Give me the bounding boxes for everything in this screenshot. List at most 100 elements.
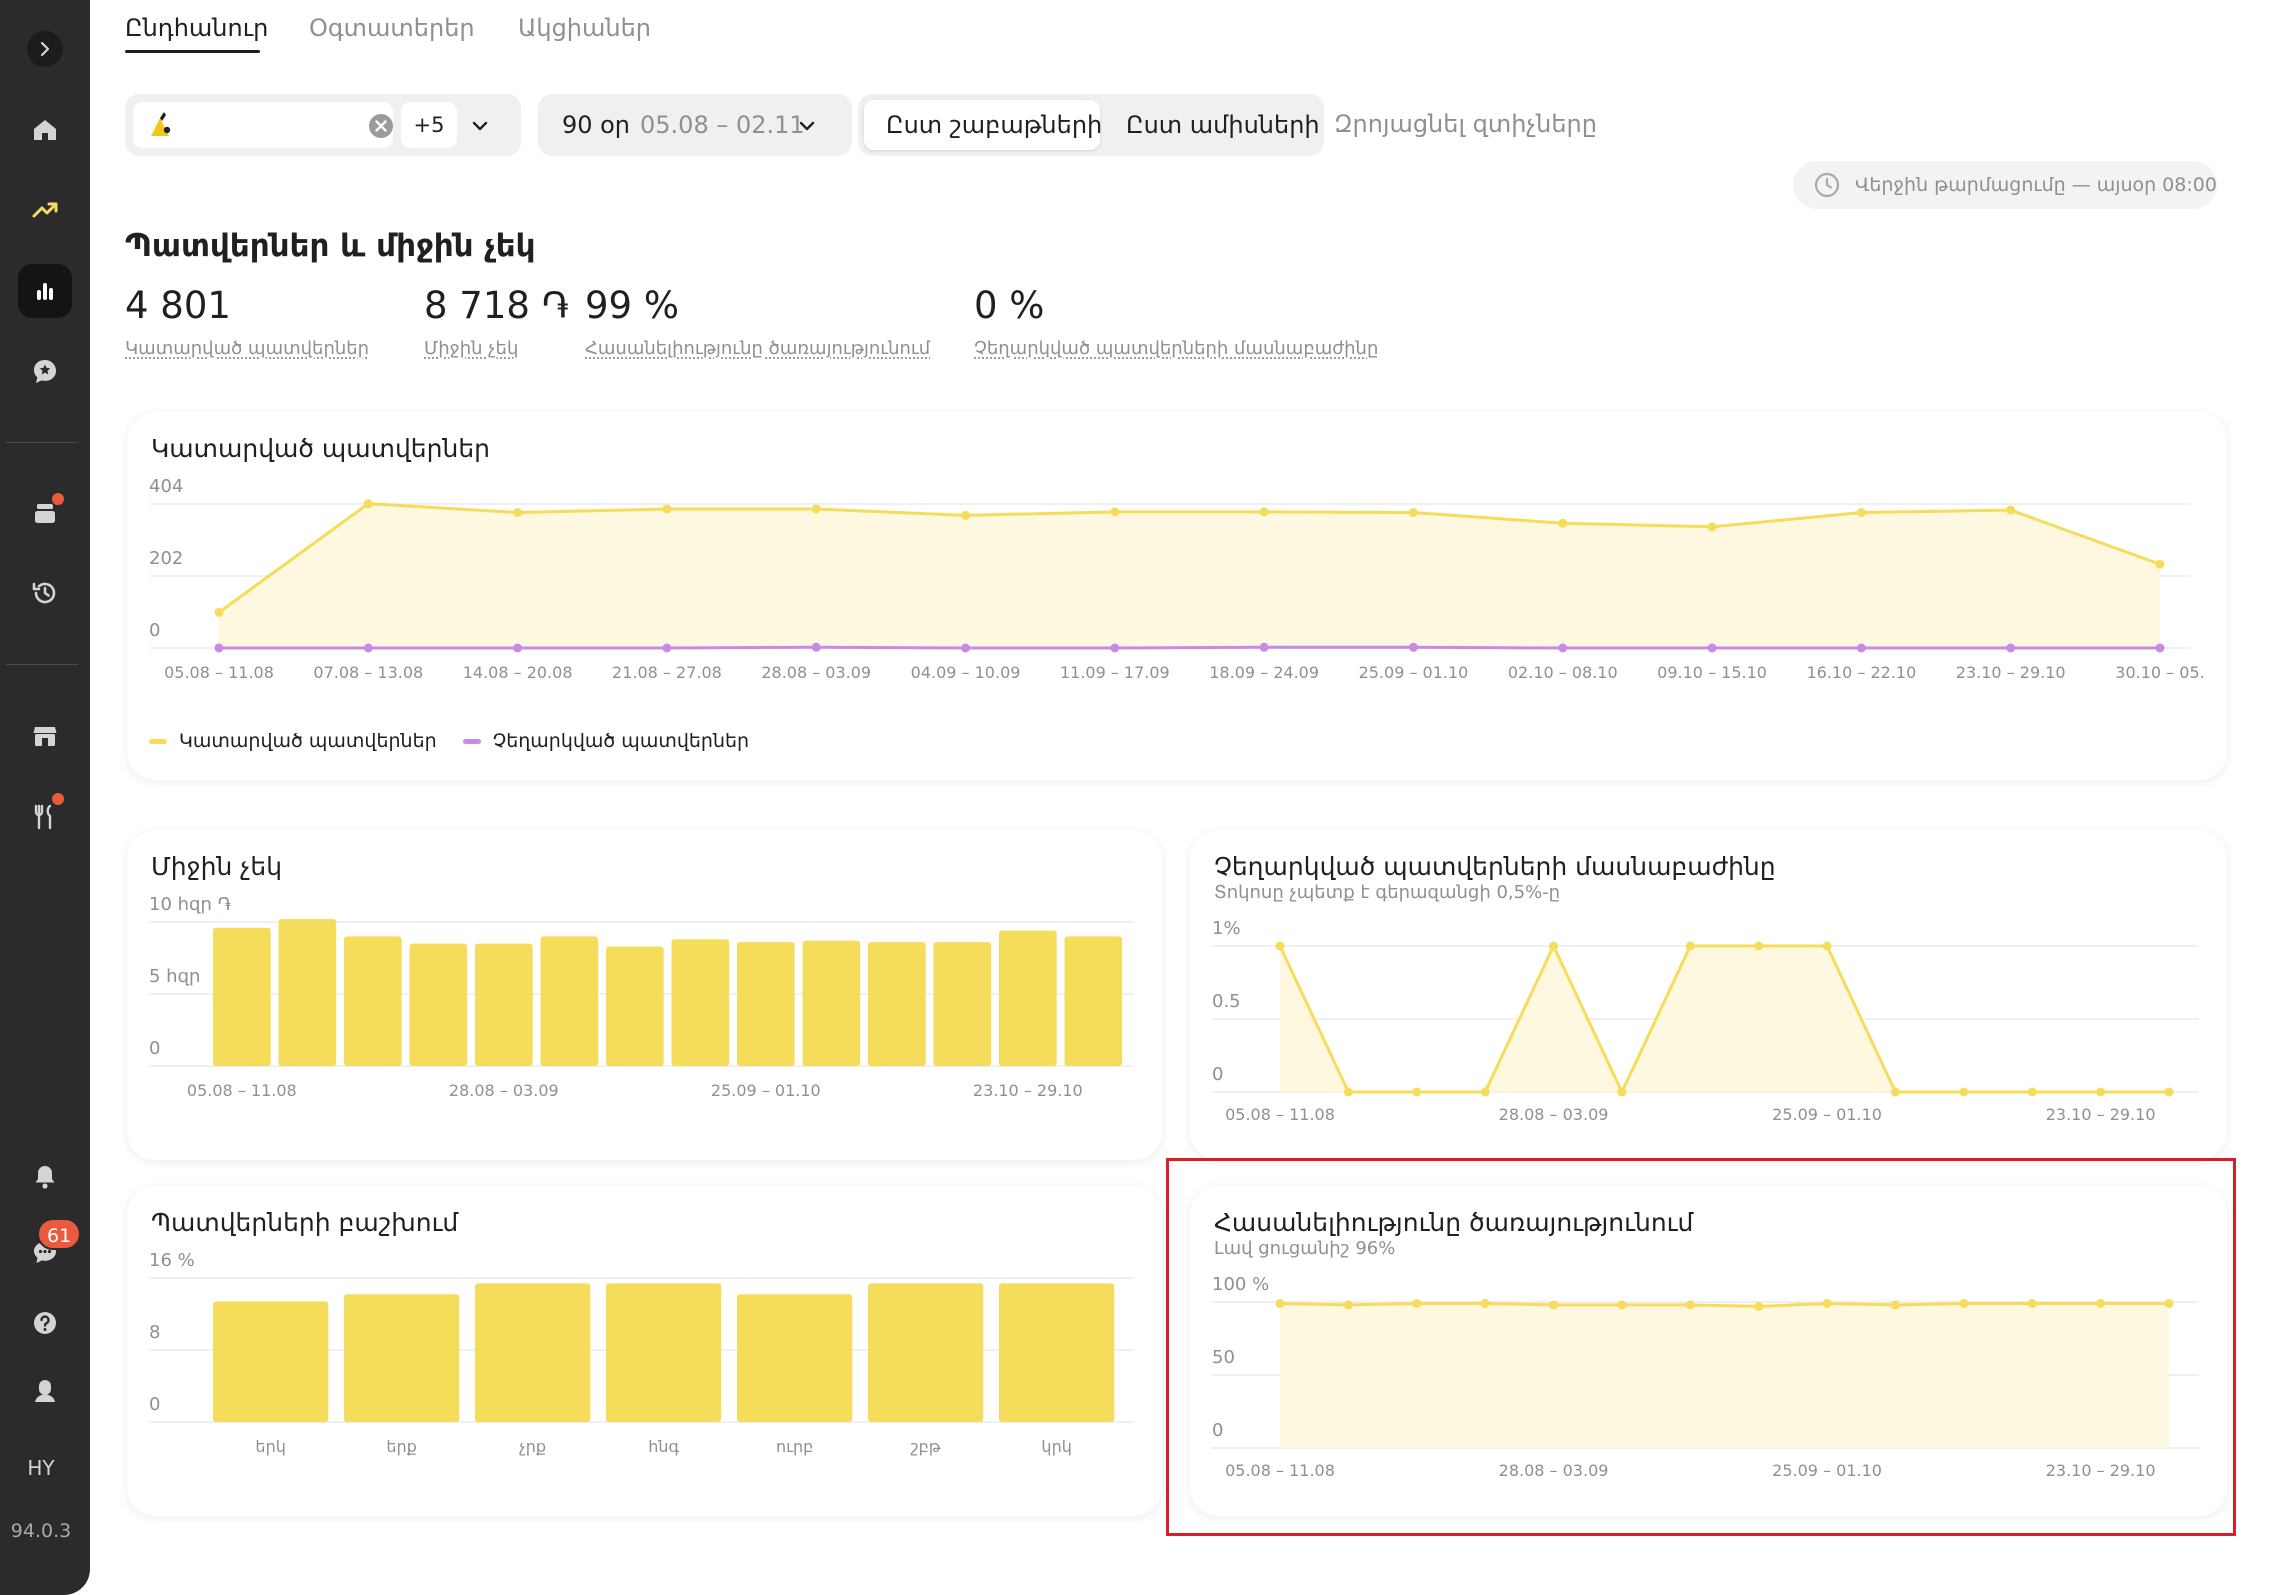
data-point: [2164, 1298, 2174, 1308]
data-point: [1549, 941, 1559, 951]
x-tick-label: 04.09 – 10.09: [911, 663, 1021, 682]
y-tick-label: 0: [149, 620, 160, 641]
user-icon: [35, 1380, 55, 1402]
selection-highlight: [1166, 1158, 2236, 1536]
bar: [671, 939, 730, 1066]
data-point: [1275, 941, 1285, 951]
data-point: [513, 508, 523, 518]
y-tick-label: 0.5: [1212, 991, 1241, 1012]
avg-check-chart: 10 հզր ֏ 5 հզր 0 05.08 – 11.08 28.08 – 03.09…: [149, 894, 1134, 1100]
card-title: Հասանելիությունը ծառայությունում: [1214, 1208, 1694, 1237]
grouping-week-label[interactable]: Ըստ շաբաթների: [886, 111, 1103, 139]
sidebar-item-reviews[interactable]: [18, 344, 72, 398]
y-tick-label: 10 հզր ֏: [149, 894, 231, 915]
sidebar-item-growth[interactable]: [18, 183, 72, 237]
data-point: [1707, 522, 1717, 532]
x-tick-label: 23.10 – 29.10: [1956, 663, 2066, 682]
bar-chart-icon: [37, 283, 53, 300]
clock-icon: [1814, 172, 1840, 198]
chevron-down-icon[interactable]: [471, 117, 489, 135]
data-point: [811, 642, 821, 652]
sidebar-item-help[interactable]: [18, 1296, 72, 1350]
y-tick-label: 100 %: [1212, 1274, 1269, 1295]
x-tick-label: 25.09 – 01.10: [1772, 1461, 1882, 1480]
kpi-avg-check-label[interactable]: Միջին չեկ: [424, 338, 519, 359]
review-icon: [34, 360, 56, 383]
bell-icon: [35, 1166, 55, 1189]
kpi-availability-label[interactable]: Հասանելիությունը ծառայությունում: [585, 338, 931, 359]
kpi-orders-label[interactable]: Կատարված պատվերներ: [125, 338, 370, 359]
y-tick-label: 0: [1212, 1420, 1223, 1441]
legend-swatch: [149, 738, 167, 744]
grouping-month-option[interactable]: Ըստ ամիսների: [1126, 111, 1320, 139]
data-point: [1259, 507, 1269, 517]
data-point: [1754, 941, 1764, 951]
history-icon: [32, 582, 56, 604]
bar: [802, 940, 861, 1066]
sidebar-item-store[interactable]: [18, 709, 72, 763]
x-tick-label: 05.08 – 11.08: [1225, 1105, 1335, 1124]
sidebar-item-history[interactable]: [18, 566, 72, 620]
data-point: [1959, 1087, 1969, 1097]
data-point: [214, 607, 224, 617]
data-point: [1480, 1087, 1490, 1097]
x-tick-label: 25.09 – 01.10: [1359, 663, 1469, 682]
data-point: [1754, 1301, 1764, 1311]
sidebar-item-profile[interactable]: [18, 1364, 72, 1418]
data-point: [1890, 1300, 1900, 1310]
card-title: Միջին չեկ: [151, 852, 283, 881]
x-tick-label: 14.08 – 20.08: [463, 663, 573, 682]
y-tick-label: 202: [149, 548, 183, 569]
sidebar-item-home[interactable]: [18, 103, 72, 157]
legend-item-completed[interactable]: Կատարված պատվերներ: [149, 730, 437, 752]
legend-item-cancelled[interactable]: Չեղարկված պատվերներ: [462, 730, 750, 752]
x-tick-label: ուրբ: [776, 1437, 813, 1456]
bar: [737, 1294, 853, 1422]
x-tick-label: 23.10 – 29.10: [2046, 1461, 2156, 1480]
orders-icon: [35, 504, 55, 523]
sidebar-collapse-button[interactable]: [27, 31, 63, 67]
kpi-availability-value: 99 %: [585, 284, 679, 327]
y-tick-label: 0: [1212, 1064, 1223, 1085]
tab-users[interactable]: Օգտատերեր: [309, 14, 475, 42]
data-point: [2155, 643, 2165, 653]
bar: [606, 946, 664, 1066]
grouping-toggle: Ըստ շաբաթների Ըստ ամիսների: [858, 94, 1324, 156]
sidebar-item-notifications[interactable]: [18, 1150, 72, 1204]
legend-label: Չեղարկված պատվերներ: [492, 730, 750, 752]
more-restaurants-button[interactable]: +5: [401, 102, 457, 148]
sidebar-divider: [6, 442, 78, 443]
x-tick-label: 28.08 – 03.09: [1499, 1105, 1609, 1124]
data-point: [662, 504, 672, 514]
reset-filters-link[interactable]: Զրոյացնել զտիչները: [1334, 110, 1597, 138]
x-tick-label: 05.08 – 11.08: [187, 1081, 297, 1100]
restaurant-search-input[interactable]: [133, 102, 393, 148]
data-point: [1408, 642, 1418, 652]
data-point: [1685, 941, 1695, 951]
completed-orders-card: Կատարված պատվերներ 404 202 0 05.08 – 11.08 0…: [127, 412, 2227, 780]
x-tick-label: 02.10 – 08.10: [1508, 663, 1618, 682]
tab-overview[interactable]: Ընդհանուր: [125, 14, 269, 42]
clear-icon[interactable]: [367, 112, 395, 140]
language-switcher[interactable]: HY: [27, 1456, 55, 1480]
period-select[interactable]: 90 օր 05.08 – 02.11: [538, 94, 852, 156]
data-point: [1822, 1298, 1832, 1308]
sidebar-item-statistics[interactable]: [18, 264, 72, 318]
sidebar-item-orders[interactable]: [18, 486, 72, 540]
chevron-right-icon: [40, 41, 50, 57]
kpi-cancel-share-label[interactable]: Չեղարկված պատվերների մասնաբաժինը: [974, 338, 1379, 359]
tab-promotions[interactable]: Ակցիաներ: [518, 14, 652, 42]
data-point: [1890, 1087, 1900, 1097]
notification-dot: [50, 491, 66, 507]
x-tick-label: 25.09 – 01.10: [1772, 1105, 1882, 1124]
brand-logo-icon: [151, 112, 171, 136]
data-point: [961, 510, 971, 520]
card-title: Չեղարկված պատվերների մասնաբաժինը: [1214, 852, 1776, 881]
bar: [409, 943, 468, 1066]
sidebar-item-menu[interactable]: [18, 790, 72, 844]
grouping-week-option[interactable]: [864, 100, 1100, 150]
card-title: Կատարված պատվերներ: [151, 434, 491, 463]
data-point: [1617, 1087, 1627, 1097]
card-title: Պատվերների բաշխում: [151, 1208, 459, 1237]
data-point: [1856, 643, 1866, 653]
